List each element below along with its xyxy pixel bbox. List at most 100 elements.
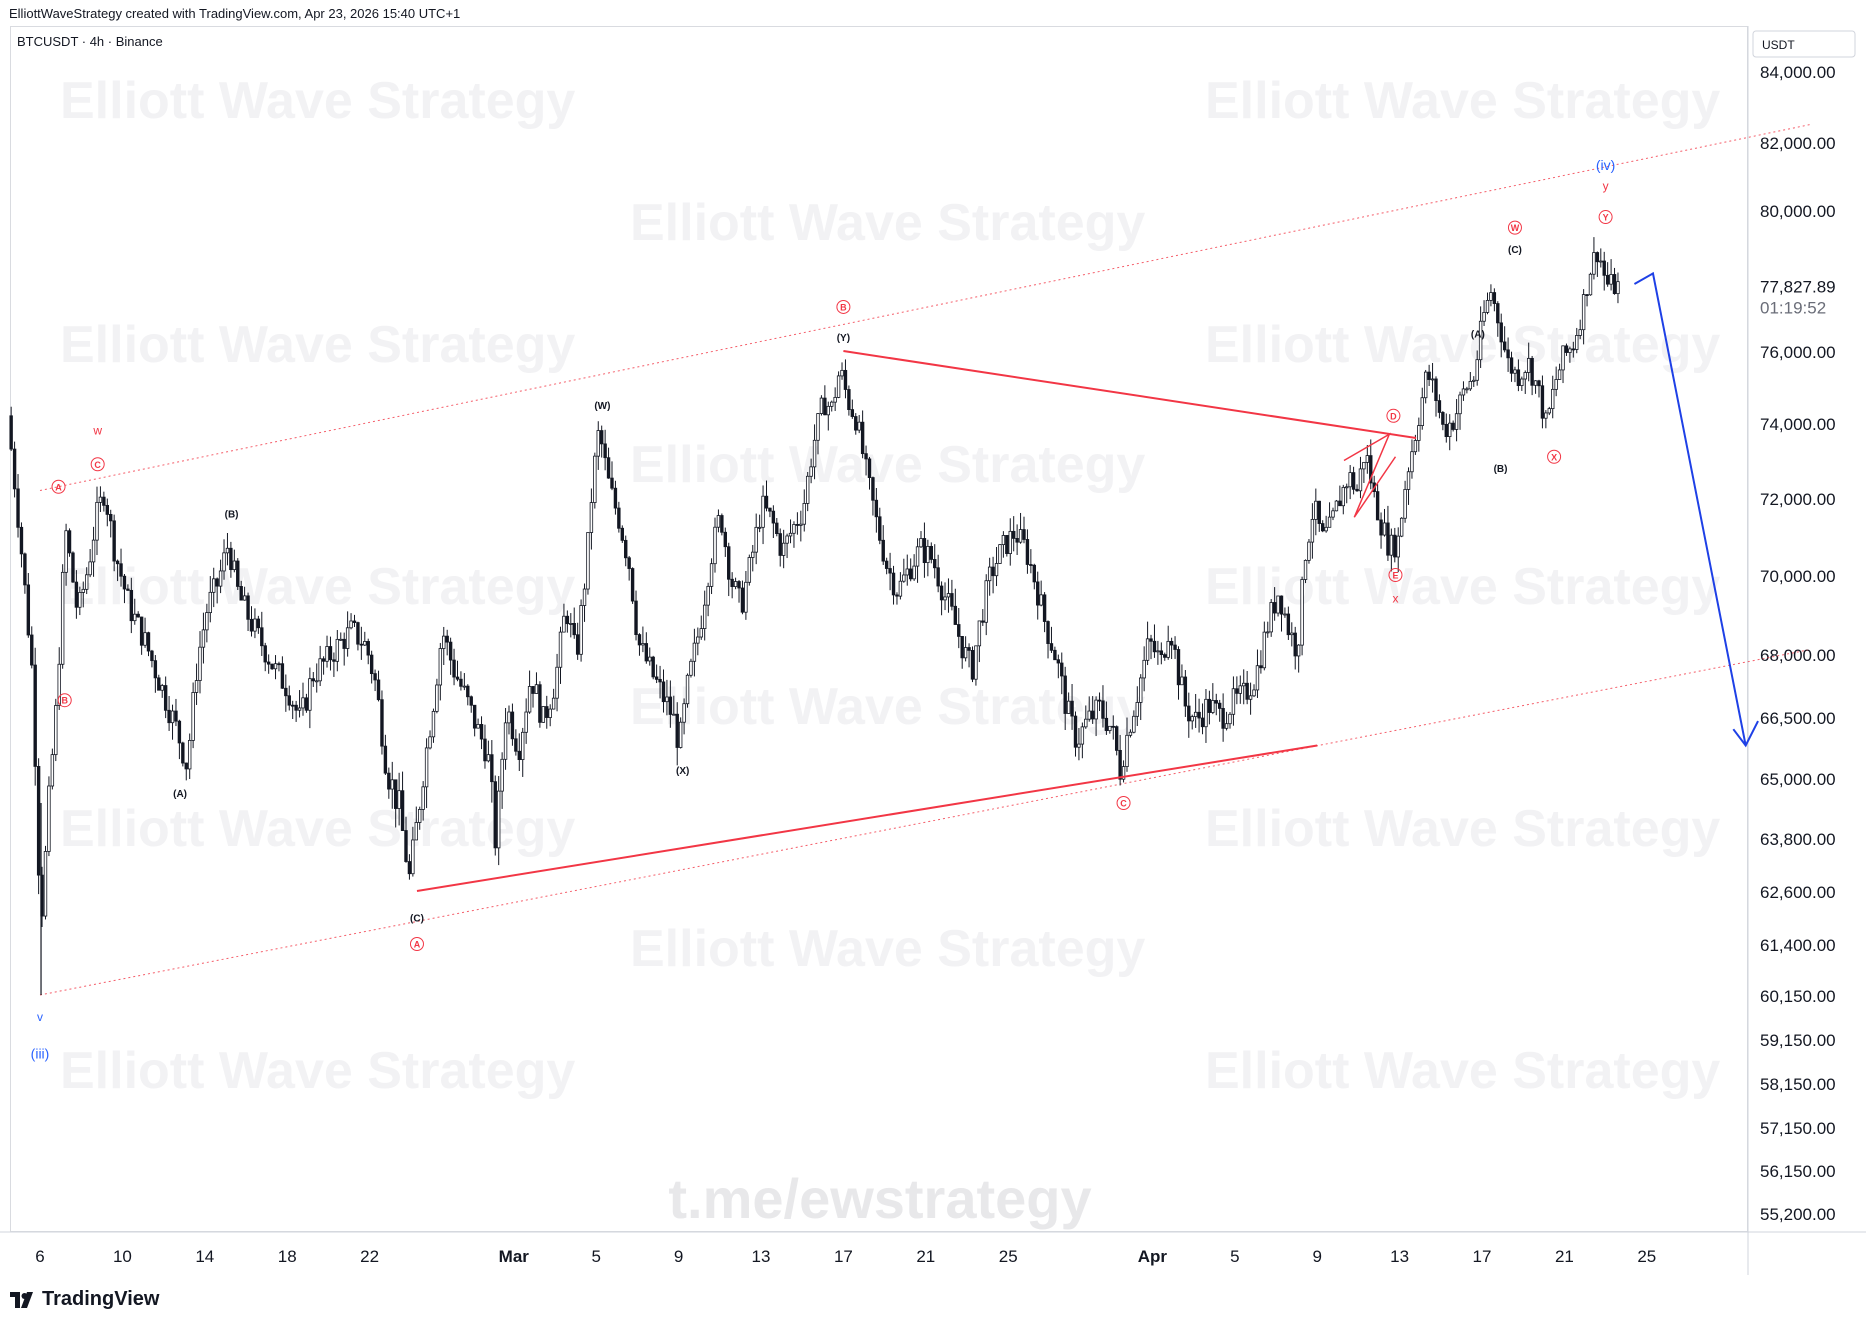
candle-body (1001, 535, 1006, 546)
candle-body (496, 790, 501, 849)
candle-body (1063, 675, 1067, 714)
candle-body (651, 656, 655, 678)
y-tick-label: 60,150.00 (1760, 987, 1836, 1006)
candle-body (627, 557, 631, 569)
candle-body (452, 659, 456, 678)
candle-body (256, 618, 261, 629)
candle-body (1478, 320, 1483, 361)
wave-label-circle (57, 693, 72, 708)
candle-body (1602, 260, 1606, 276)
candle-body (720, 515, 724, 533)
wave-label-circle (836, 299, 851, 314)
candle-body (1599, 260, 1603, 263)
candle-body (860, 421, 865, 455)
candle-body (1551, 388, 1555, 410)
candle-body (1420, 397, 1424, 426)
candle-body (397, 790, 401, 809)
channel-lower-line (39, 649, 1808, 996)
candle-body (661, 681, 666, 703)
candle-body (1588, 273, 1593, 296)
candle-body (345, 627, 350, 649)
candle-body (579, 605, 583, 655)
candle-body (1544, 412, 1548, 419)
candle-body (1053, 649, 1057, 661)
candle-body (603, 443, 607, 459)
candle-body (404, 830, 408, 862)
candle-body (1221, 708, 1225, 729)
watermark-layer: Elliott Wave Strategy Elliott Wave Strate… (60, 72, 1720, 1230)
candle-body (1434, 378, 1438, 402)
candle-body (1228, 713, 1232, 725)
candle-body (1468, 380, 1473, 390)
candle-body (455, 676, 460, 680)
candle-body (1506, 349, 1510, 359)
candle-body (1458, 394, 1462, 415)
candle-body (1283, 613, 1287, 616)
candle-body (445, 635, 449, 643)
candle-body (521, 731, 525, 760)
y-tick-label: 66,500.00 (1760, 709, 1836, 728)
candle-body (599, 430, 604, 445)
candle-body (294, 704, 298, 711)
candle-body (1547, 408, 1551, 414)
candle-body (115, 560, 120, 565)
candle-body (390, 779, 394, 790)
wave-label-circle (1598, 210, 1613, 225)
candle-body (778, 533, 782, 556)
candle-body (325, 646, 329, 662)
candle-body (1324, 526, 1328, 532)
candle-body (290, 704, 295, 707)
x-tick-label: 5 (591, 1247, 600, 1266)
candle-body (524, 711, 528, 733)
candle-body (658, 678, 662, 683)
candle-body (1183, 676, 1188, 707)
candle-body (957, 624, 961, 637)
candle-body (1101, 700, 1105, 719)
y-tick-label: 80,000.00 (1760, 202, 1836, 221)
candle-body (665, 696, 669, 703)
candle-body (36, 766, 41, 876)
candle-body (1276, 595, 1280, 614)
candle-body (987, 566, 992, 582)
candle-body (1355, 488, 1359, 492)
candle-body (1331, 510, 1335, 518)
wave-label: v (37, 1010, 43, 1024)
candle-body (1042, 594, 1047, 622)
y-tick-label: 76,000.00 (1760, 343, 1836, 362)
candle-body (500, 758, 504, 792)
symbol-label: BTCUSDT · 4h · Binance (17, 34, 163, 49)
watermark-text: Elliott Wave Strategy (60, 1042, 575, 1100)
candle-body (771, 510, 776, 524)
candle-body (1616, 281, 1620, 295)
candle-body (648, 656, 652, 662)
candle-body (644, 643, 649, 662)
candle-body (1152, 640, 1157, 653)
candle-body (981, 620, 985, 623)
candle-body (1454, 413, 1459, 430)
y-tick-label: 84,000.00 (1760, 63, 1836, 82)
candle-body (610, 477, 614, 489)
wave-label: x (1392, 592, 1398, 606)
candle-body (263, 645, 267, 663)
candle-body (1214, 700, 1218, 704)
candle-body (1248, 695, 1253, 700)
candle-body (1568, 348, 1572, 353)
channel-upper-line (39, 123, 1812, 491)
candle-body (1080, 726, 1085, 745)
candle-body (418, 809, 422, 823)
y-tick-label: 59,150.00 (1760, 1031, 1836, 1050)
candle-body (558, 631, 563, 668)
candle-body (60, 571, 65, 665)
candle-body (878, 516, 882, 541)
wave-label-circle (90, 457, 105, 472)
candle-body (902, 574, 906, 582)
candle-body (541, 706, 546, 723)
candle-body (1169, 640, 1174, 646)
wave-label: W (1511, 223, 1520, 233)
triangle-upper-line (843, 350, 1417, 439)
watermark-text: Elliott Wave Strategy (60, 316, 575, 374)
candle-body (620, 527, 624, 541)
watermark-text: Elliott Wave Strategy (630, 194, 1145, 252)
candle-body (867, 458, 872, 478)
